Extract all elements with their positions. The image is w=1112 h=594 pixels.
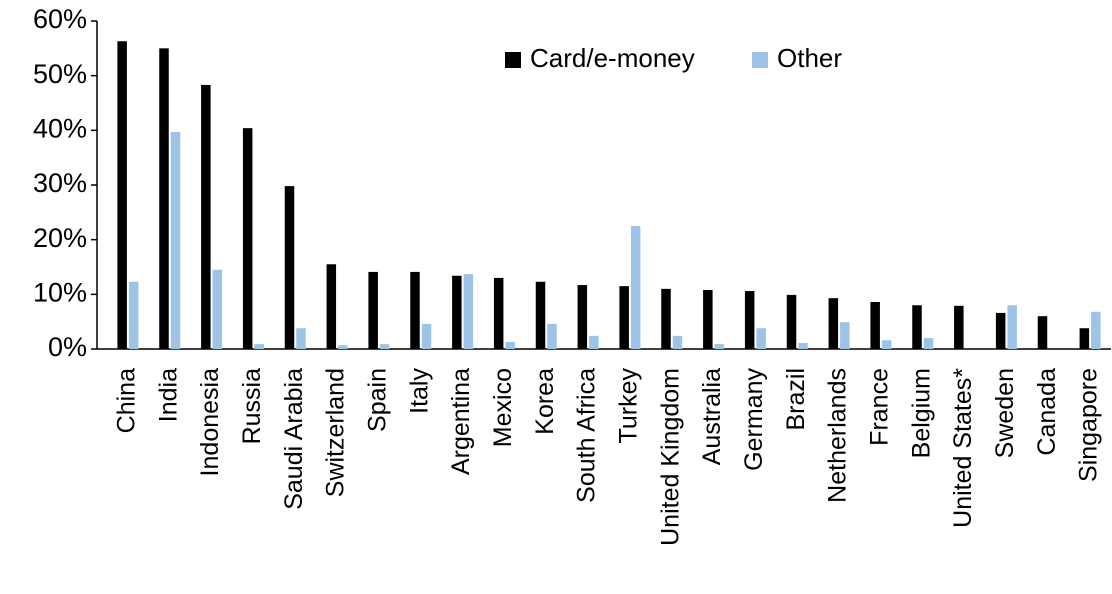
- bar: [421, 323, 432, 349]
- bar: [284, 186, 295, 349]
- bar: [577, 285, 588, 349]
- legend-swatch: [505, 52, 521, 68]
- bar: [1079, 328, 1090, 349]
- bar: [840, 322, 850, 349]
- x-tick-label: China: [113, 368, 141, 433]
- bar: [493, 277, 504, 349]
- bar: [201, 84, 211, 350]
- x-tick-label: Brazil: [782, 368, 810, 431]
- y-tick-label: 30%: [33, 168, 87, 198]
- x-tick-label: Australia: [698, 368, 726, 465]
- x-tick-label: Switzerland: [322, 368, 350, 497]
- x-tick-label: Saudi Arabia: [280, 368, 308, 510]
- legend-label: Card/e-money: [530, 43, 695, 73]
- x-tick-label: South Africa: [573, 368, 601, 503]
- bar: [338, 345, 348, 349]
- bar: [159, 48, 169, 349]
- bar: [463, 274, 474, 349]
- bar: [923, 338, 934, 349]
- x-tick-label: Indonesia: [196, 368, 224, 477]
- bar: [714, 344, 725, 349]
- bar: [368, 271, 378, 349]
- x-tick-label: Turkey: [615, 368, 643, 444]
- x-tick-label: Korea: [531, 368, 559, 435]
- y-tick-label: 20%: [33, 223, 87, 253]
- y-tick-label: 0%: [48, 332, 87, 362]
- x-tick-label: Russia: [238, 368, 266, 445]
- bar: [505, 341, 515, 349]
- bar: [170, 131, 181, 349]
- x-tick-label: Mexico: [489, 368, 517, 447]
- bar: [117, 41, 127, 350]
- bar: [870, 301, 880, 349]
- bar: [786, 294, 797, 349]
- bar: [379, 344, 390, 349]
- x-tick-label: United Kingdom: [656, 368, 684, 546]
- bar: [242, 128, 253, 349]
- x-tick-label: Argentina: [447, 368, 475, 475]
- y-tick-label: 10%: [33, 277, 87, 307]
- bar: [828, 298, 839, 349]
- bar: [672, 335, 683, 349]
- bar: [410, 271, 420, 349]
- y-tick-label: 50%: [33, 59, 87, 89]
- bar: [212, 269, 223, 349]
- bar: [630, 226, 641, 349]
- bar: [744, 291, 755, 349]
- bar: [798, 342, 808, 349]
- bar: [954, 305, 964, 349]
- y-tick-label: 40%: [33, 113, 87, 143]
- x-tick-label: Netherlands: [824, 368, 852, 503]
- x-tick-label: Italy: [405, 368, 433, 414]
- bar: [535, 281, 546, 349]
- bar: [326, 264, 337, 349]
- bar: [254, 344, 264, 349]
- bar: [128, 281, 139, 349]
- legend-label: Other: [777, 43, 842, 73]
- bar: [1091, 311, 1101, 349]
- x-tick-label: Canada: [1033, 368, 1061, 456]
- x-tick-label: India: [154, 368, 182, 422]
- bar: [995, 312, 1006, 349]
- x-tick-label: Germany: [740, 368, 768, 471]
- bar: [1037, 316, 1048, 349]
- x-tick-label: Sweden: [991, 368, 1019, 458]
- bar: [912, 305, 922, 349]
- bar: [1007, 305, 1017, 349]
- bar: [589, 335, 599, 349]
- y-tick-label: 60%: [33, 4, 87, 34]
- legend-swatch: [752, 52, 768, 68]
- bar: [881, 340, 892, 349]
- x-tick-label: United States*: [949, 368, 977, 528]
- x-tick-label: Singapore: [1075, 368, 1103, 482]
- bar: [296, 328, 306, 349]
- bar: [661, 288, 671, 349]
- bar: [547, 323, 557, 349]
- bar: [703, 289, 713, 349]
- x-tick-label: France: [866, 368, 894, 446]
- x-tick-label: Belgium: [907, 368, 935, 458]
- bar: [619, 286, 629, 349]
- x-tick-label: Spain: [364, 368, 392, 432]
- bar: [756, 328, 766, 349]
- bar: [452, 275, 462, 349]
